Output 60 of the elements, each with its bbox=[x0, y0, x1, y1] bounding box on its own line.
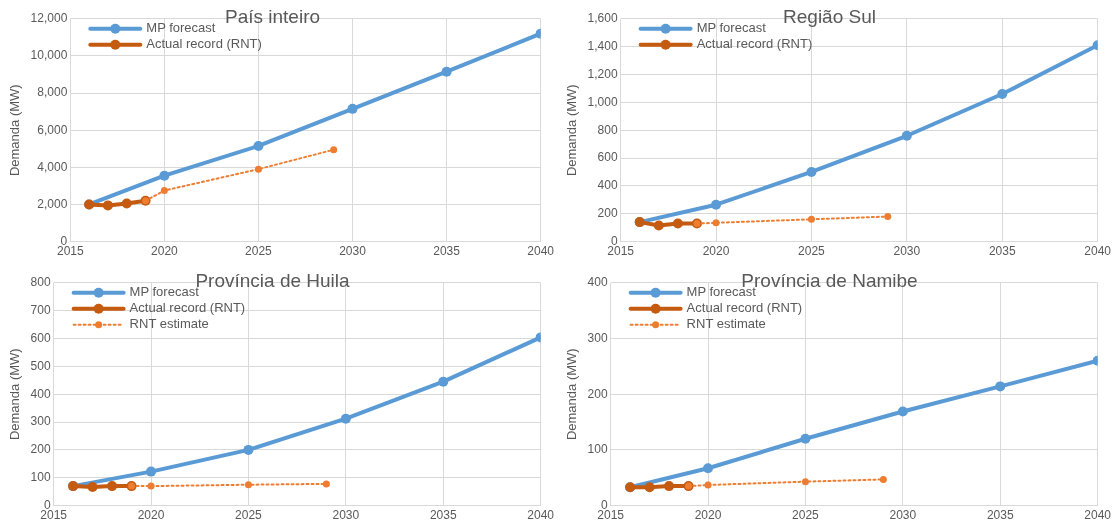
legend-label: RNT estimate bbox=[129, 316, 209, 332]
y-tick-label: 200 bbox=[597, 206, 618, 221]
x-tick-label: 2020 bbox=[694, 508, 722, 523]
legend-label: Actual record (RNT) bbox=[129, 300, 246, 316]
x-tick-label: 2035 bbox=[433, 244, 461, 259]
chart-title: País inteiro bbox=[224, 5, 321, 27]
y-tick-label: 600 bbox=[597, 150, 618, 165]
y-tick-label: 4,000 bbox=[37, 159, 68, 174]
x-tick-label: 2030 bbox=[332, 508, 360, 523]
x-tick-label: 2020 bbox=[151, 244, 179, 259]
y-tick-label: 500 bbox=[30, 358, 51, 373]
y-tick-label: 400 bbox=[30, 386, 51, 401]
y-axis-title: Demanda (MW) bbox=[7, 348, 23, 441]
y-tick-label: 800 bbox=[30, 275, 51, 290]
x-tick-label: 2040 bbox=[527, 508, 555, 523]
x-tick-label: 2040 bbox=[527, 244, 555, 259]
y-tick-label: 200 bbox=[587, 386, 608, 401]
x-tick-label: 2020 bbox=[702, 244, 730, 259]
y-tick-label: 200 bbox=[30, 442, 51, 457]
x-tick-label: 2025 bbox=[798, 244, 826, 259]
y-axis-title: Demanda (MW) bbox=[564, 348, 580, 441]
x-tick-label: 2030 bbox=[889, 508, 917, 523]
y-tick-label: 1,600 bbox=[587, 11, 618, 26]
y-tick-label: 600 bbox=[30, 330, 51, 345]
y-tick-label: 1,200 bbox=[587, 66, 618, 81]
y-tick-label: 100 bbox=[30, 470, 51, 485]
y-tick-label: 10,000 bbox=[30, 48, 68, 63]
y-tick-label: 1,000 bbox=[587, 94, 618, 109]
y-tick-label: 300 bbox=[587, 330, 608, 345]
y-tick-label: 2,000 bbox=[37, 196, 68, 211]
x-tick-label: 2040 bbox=[1084, 508, 1112, 523]
x-tick-label: 2020 bbox=[137, 508, 165, 523]
x-tick-label: 2025 bbox=[245, 244, 273, 259]
legend-label: RNT estimate bbox=[686, 316, 766, 332]
y-tick-label: 400 bbox=[597, 178, 618, 193]
legend-label: Actual record (RNT) bbox=[686, 300, 803, 316]
x-tick-label: 2030 bbox=[339, 244, 367, 259]
legend-label: Actual record (RNT) bbox=[696, 36, 813, 52]
legend-label: MP forecast bbox=[696, 20, 767, 36]
x-tick-label: 2035 bbox=[986, 508, 1014, 523]
y-tick-label: 300 bbox=[30, 414, 51, 429]
y-tick-label: 700 bbox=[30, 302, 51, 317]
y-tick-label: 12,000 bbox=[30, 11, 68, 26]
x-tick-label: 2035 bbox=[429, 508, 457, 523]
y-tick-label: 800 bbox=[597, 122, 618, 137]
y-tick-label: 6,000 bbox=[37, 122, 68, 137]
y-tick-label: 8,000 bbox=[37, 85, 68, 100]
chart-title: Região Sul bbox=[783, 5, 876, 27]
x-tick-label: 2025 bbox=[235, 508, 263, 523]
y-axis-title: Demanda (MW) bbox=[7, 84, 23, 177]
x-tick-label: 2035 bbox=[988, 244, 1016, 259]
legend-label: Actual record (RNT) bbox=[146, 36, 262, 52]
x-tick-label: 2030 bbox=[893, 244, 921, 259]
y-axis-title: Demanda (MW) bbox=[564, 84, 580, 177]
x-tick-label: 2025 bbox=[792, 508, 820, 523]
y-tick-label: 100 bbox=[587, 442, 608, 457]
x-tick-label: 2040 bbox=[1084, 244, 1112, 259]
y-tick-label: 1,400 bbox=[587, 38, 618, 53]
y-tick-label: 400 bbox=[587, 275, 608, 290]
legend-label: MP forecast bbox=[146, 20, 216, 36]
